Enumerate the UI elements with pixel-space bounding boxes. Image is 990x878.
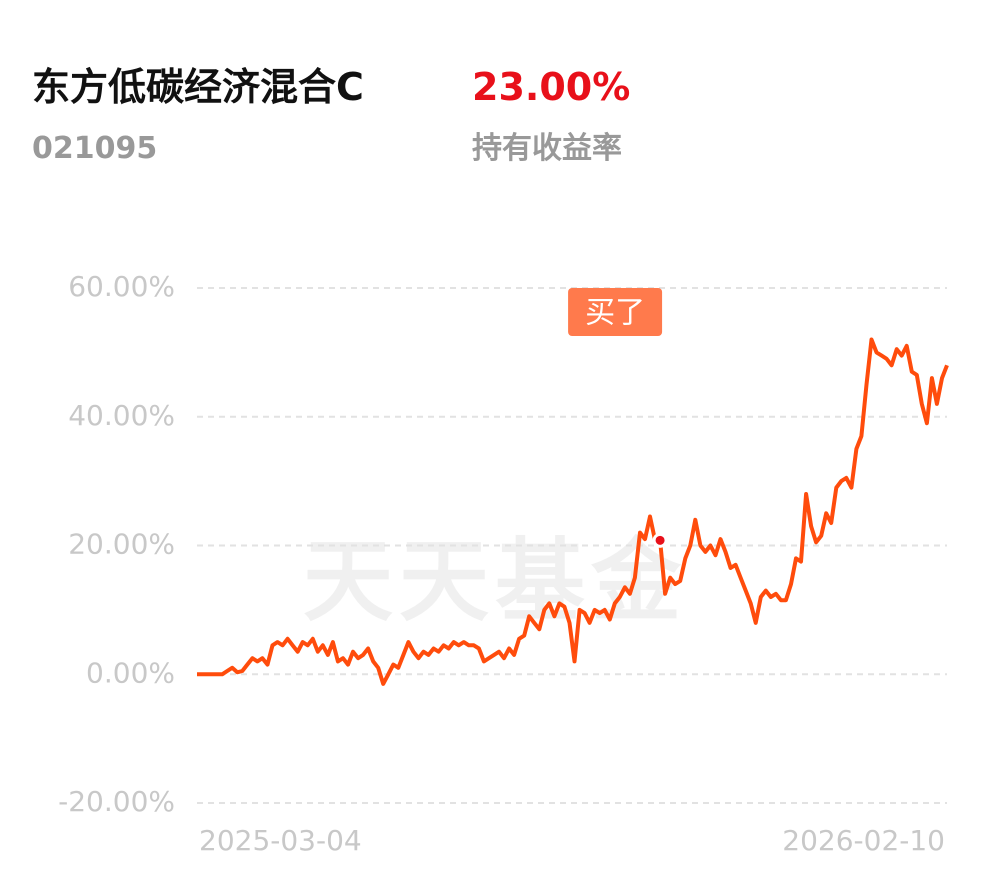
buy-tag xyxy=(568,288,663,336)
y-tick-label: 40.00% xyxy=(68,399,175,432)
buy-tag-label: 买了 xyxy=(585,296,645,331)
x-tick-label: 2026-02-10 xyxy=(782,824,945,857)
return-label: 持有收益率 xyxy=(472,131,622,166)
series-line xyxy=(197,337,949,686)
fund-name: 东方低碳经济混合C xyxy=(32,65,364,109)
return-value: 23.00% xyxy=(472,65,630,109)
y-tick-label: 20.00% xyxy=(68,528,175,561)
y-tick-label: 60.00% xyxy=(68,270,175,303)
y-tick-label: 0.00% xyxy=(86,656,175,689)
x-tick-label: 2025-03-04 xyxy=(199,824,362,857)
fund-code: 021095 xyxy=(32,131,157,166)
y-tick-label: -20.00% xyxy=(58,785,175,818)
buy-marker xyxy=(652,532,668,548)
